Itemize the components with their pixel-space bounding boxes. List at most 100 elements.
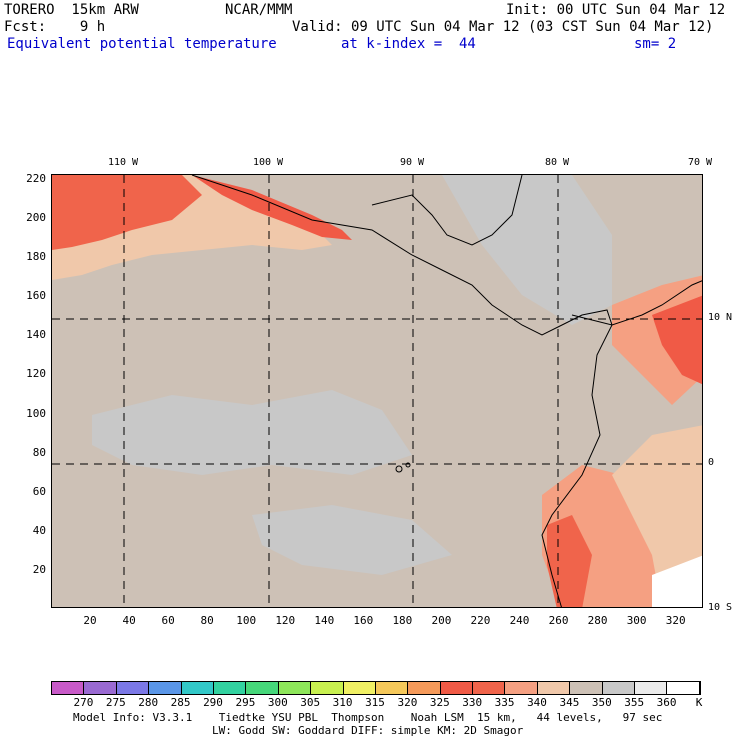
hot-region-coast: [192, 175, 352, 240]
forecast-hour: Fcst: 9 h: [4, 19, 106, 35]
x-tick-label: 280: [587, 614, 608, 627]
colorbar-label: 300: [267, 696, 288, 709]
colorbar-label: 335: [494, 696, 515, 709]
colorbar-swatch: [52, 682, 85, 694]
colorbar-swatch: [635, 682, 668, 694]
colorbar-swatch: [440, 682, 474, 694]
colorbar-label: K: [695, 696, 703, 709]
x-tick-label: 100: [236, 614, 257, 627]
galapagos-island: [405, 462, 411, 468]
valid-time: Valid: 09 UTC Sun 04 Mar 12 (03 CST Sun …: [292, 19, 714, 35]
x-tick-label: 20: [83, 614, 97, 627]
y-tick-label: 60: [32, 484, 46, 498]
y-tick-label: 80: [32, 445, 46, 459]
colorbar-label: 325: [429, 696, 450, 709]
colorbar-swatch: [473, 682, 506, 694]
colorbar-label: 290: [203, 696, 223, 709]
colorbar-swatch: [408, 682, 441, 694]
coastline-ne: [571, 280, 702, 326]
x-tick-label: 180: [392, 614, 413, 627]
colorbar-swatch: [311, 682, 344, 694]
x-tick-label: 260: [548, 614, 569, 627]
colorbar-label: 275: [105, 696, 126, 709]
colorbar-label: 355: [624, 696, 645, 709]
coastline: [191, 175, 613, 607]
latitude-label: 10 N: [708, 312, 733, 323]
longitude-label: 80 W: [544, 157, 570, 168]
colorbar-swatch: [343, 682, 376, 694]
colorbar-swatch: [149, 682, 182, 694]
y-tick-label: 20: [32, 562, 46, 576]
colorbar-swatch: [375, 682, 409, 694]
model-title: TORERO 15km ARW: [4, 2, 139, 18]
hot-region-nw: [52, 175, 202, 250]
x-tick-label: 40: [122, 614, 136, 627]
latitude-label: 0: [708, 457, 715, 468]
y-tick-label: 140: [26, 328, 46, 342]
latitude-label: 10 S: [708, 602, 733, 613]
colorbar-label: 345: [559, 696, 580, 709]
y-tick-label: 160: [26, 289, 46, 303]
x-tick-label: 160: [353, 614, 374, 627]
colorbar-label: 270: [73, 696, 94, 709]
x-tick-label: 60: [161, 614, 175, 627]
y-tick-label: 180: [26, 250, 46, 264]
graticule: [52, 175, 702, 607]
physics-info: LW: Godd SW: Goddard DIFF: simple KM: 2D…: [212, 724, 524, 737]
colorbar-label: 310: [332, 696, 353, 709]
colorbar-swatch: [213, 682, 247, 694]
colorbar-label: 350: [591, 696, 612, 709]
y-tick-label: 220: [26, 171, 46, 185]
colorbar-label: 360: [656, 696, 677, 709]
highland-region: [652, 555, 702, 607]
galapagos-island: [395, 465, 403, 473]
x-tick-label: 240: [509, 614, 530, 627]
longitude-label: 70 W: [687, 157, 713, 168]
land-andes: [612, 425, 702, 607]
colorbar-label: 295: [235, 696, 256, 709]
longitude-label: 100 W: [252, 157, 284, 168]
colorbar-swatch: [570, 682, 603, 694]
colorbar-swatch: [246, 682, 279, 694]
x-tick-label: 200: [431, 614, 452, 627]
y-tick-label: 100: [26, 406, 46, 420]
colorbar-swatch: [278, 682, 312, 694]
coastline-north: [371, 175, 523, 246]
x-tick-label: 120: [275, 614, 296, 627]
colorbar-swatch: [667, 682, 700, 694]
model-info: Model Info: V3.3.1 Tiedtke YSU PBL Thomp…: [73, 711, 663, 724]
colorbar-label: 285: [170, 696, 191, 709]
colorbar-swatch: [505, 682, 538, 694]
hot-region-colombia: [652, 295, 702, 385]
center-label: NCAR/MMM: [225, 2, 293, 18]
colorbar-swatch: [84, 682, 117, 694]
map-canvas: [52, 175, 702, 607]
colorbar-label: 330: [462, 696, 483, 709]
colorbar-label: 340: [527, 696, 547, 709]
map-panel: [51, 174, 703, 608]
longitude-label: 90 W: [399, 157, 425, 168]
init-time: Init: 00 UTC Sun 04 Mar 12: [506, 2, 726, 18]
cool-region-caribbean: [442, 175, 612, 325]
colorbar-swatch: [537, 682, 571, 694]
y-tick-label: 40: [32, 523, 46, 537]
colorbar-label: 315: [365, 696, 385, 709]
colorbar-swatch: [116, 682, 150, 694]
x-tick-label: 80: [200, 614, 214, 627]
x-tick-label: 220: [470, 614, 491, 627]
x-tick-label: 320: [665, 614, 686, 627]
cool-region-central: [92, 390, 412, 475]
colorbar-swatch: [602, 682, 636, 694]
field-name: Equivalent potential temperature: [7, 36, 277, 52]
colorbar-label: 280: [138, 696, 159, 709]
x-tick-label: 300: [626, 614, 647, 627]
colorbar: [51, 681, 701, 695]
colorbar-label: 305: [300, 696, 321, 709]
y-tick-label: 120: [26, 367, 46, 381]
x-tick-label: 140: [314, 614, 335, 627]
longitude-label: 110 W: [107, 157, 139, 168]
y-tick-label: 200: [26, 211, 46, 224]
level-label: at k-index = 44: [341, 36, 476, 52]
cool-region-south: [252, 505, 452, 575]
colorbar-swatch: [181, 682, 214, 694]
